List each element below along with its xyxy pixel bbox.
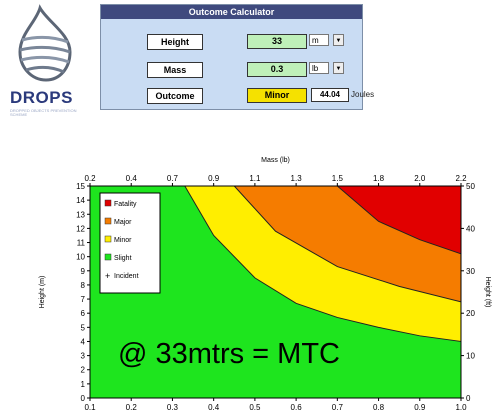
y-left-tick-label: 7 bbox=[81, 295, 86, 304]
y-left-tick-label: 14 bbox=[76, 196, 85, 205]
x-bottom-tick-label: 0.2 bbox=[126, 403, 138, 412]
legend-swatch bbox=[104, 199, 112, 207]
drops-logo: DROPS DROPPED OBJECTS PREVENTION SCHEME bbox=[6, 4, 92, 117]
brand-name: DROPS bbox=[10, 88, 73, 107]
x-top-tick-label: 2.2 bbox=[455, 174, 467, 183]
y-left-axis-label: Height (m) bbox=[39, 276, 46, 309]
y-left-tick-label: 2 bbox=[81, 366, 86, 375]
x-top-tick-label: 2.0 bbox=[414, 174, 426, 183]
x-top-tick-label: 1.3 bbox=[291, 174, 303, 183]
x-top-tick-label: 1.8 bbox=[373, 174, 385, 183]
chevron-down-icon[interactable]: ▼ bbox=[333, 62, 344, 74]
y-right-tick-label: 20 bbox=[466, 309, 475, 318]
x-top-axis-label: Mass (lb) bbox=[261, 157, 290, 164]
mass-input[interactable]: 0.3 bbox=[247, 62, 307, 77]
y-left-tick-label: 3 bbox=[81, 352, 86, 361]
chevron-down-icon[interactable]: ▼ bbox=[333, 34, 344, 46]
y-left-tick-label: 15 bbox=[76, 182, 85, 191]
x-top-tick-label: 0.7 bbox=[167, 174, 179, 183]
x-bottom-tick-label: 0.5 bbox=[249, 403, 261, 412]
y-left-tick-label: 8 bbox=[81, 281, 86, 290]
y-left-tick-label: 12 bbox=[76, 224, 85, 233]
x-top-tick-label: 0.2 bbox=[84, 174, 96, 183]
x-top-tick-label: 0.9 bbox=[208, 174, 220, 183]
energy-unit: Joules bbox=[351, 90, 375, 99]
legend-swatch bbox=[104, 217, 112, 225]
chart-annotation: @ 33mtrs = MTC bbox=[118, 338, 340, 370]
legend-entry: Major bbox=[114, 219, 132, 226]
x-bottom-tick-label: 0.4 bbox=[208, 403, 220, 412]
y-right-tick-label: 40 bbox=[466, 224, 475, 233]
y-right-tick-label: 10 bbox=[466, 352, 475, 361]
brand-tagline: DROPPED OBJECTS PREVENTION SCHEME bbox=[10, 109, 77, 117]
mass-unit-select[interactable]: lb bbox=[309, 62, 329, 74]
x-bottom-tick-label: 0.8 bbox=[373, 403, 385, 412]
y-left-tick-label: 0 bbox=[81, 394, 86, 403]
y-left-tick-label: 10 bbox=[76, 253, 85, 262]
y-left-tick-label: 9 bbox=[81, 267, 86, 276]
outcome-calculator: Outcome Calculator Height 33 m ▼ Mass 0.… bbox=[100, 4, 374, 110]
y-right-tick-label: 50 bbox=[466, 182, 475, 191]
x-top-tick-label: 1.1 bbox=[249, 174, 261, 183]
height-unit-select[interactable]: m bbox=[309, 34, 329, 46]
calculator-title: Outcome Calculator bbox=[101, 5, 362, 19]
x-top-tick-label: 1.5 bbox=[332, 174, 344, 183]
legend-entry: Minor bbox=[114, 237, 132, 244]
height-label: Height bbox=[147, 34, 203, 50]
legend-swatch bbox=[104, 253, 112, 261]
y-right-axis-label: Height (ft) bbox=[484, 277, 491, 308]
y-left-tick-label: 5 bbox=[81, 323, 86, 332]
x-bottom-tick-label: 1.0 bbox=[455, 403, 467, 412]
outcome-label: Outcome bbox=[147, 88, 203, 104]
plot-frame bbox=[89, 185, 462, 399]
height-row: Height 33 m ▼ bbox=[101, 34, 362, 50]
energy-value: 44.04 bbox=[311, 88, 349, 102]
outcome-value: Minor bbox=[247, 88, 307, 103]
x-bottom-tick-label: 0.6 bbox=[291, 403, 303, 412]
drop-logo-icon bbox=[18, 4, 72, 82]
x-top-tick-label: 0.4 bbox=[126, 174, 138, 183]
legend-swatch bbox=[104, 235, 112, 243]
mass-label: Mass bbox=[147, 62, 203, 78]
y-left-tick-label: 4 bbox=[81, 337, 86, 346]
y-right-tick-label: 30 bbox=[466, 267, 475, 276]
y-left-tick-label: 11 bbox=[77, 239, 86, 248]
outcome-row: Outcome Minor 44.04 Joules bbox=[101, 88, 374, 104]
mass-row: Mass 0.3 lb ▼ bbox=[101, 62, 362, 78]
legend-entry: Fatality bbox=[114, 201, 137, 208]
legend-box bbox=[99, 192, 161, 294]
y-right-tick-label: 0 bbox=[466, 394, 471, 403]
legend-entry: Slight bbox=[114, 255, 132, 262]
x-bottom-tick-label: 0.9 bbox=[414, 403, 426, 412]
x-bottom-tick-label: 0.1 bbox=[84, 403, 96, 412]
y-left-tick-label: 6 bbox=[81, 309, 86, 318]
y-left-tick-label: 13 bbox=[76, 210, 85, 219]
x-bottom-tick-label: 0.7 bbox=[332, 403, 344, 412]
x-bottom-tick-label: 0.3 bbox=[167, 403, 179, 412]
height-input[interactable]: 33 bbox=[247, 34, 307, 49]
y-left-tick-label: 1 bbox=[81, 380, 86, 389]
legend-plus-icon: + bbox=[105, 271, 110, 281]
legend-entry: Incident bbox=[114, 273, 139, 280]
